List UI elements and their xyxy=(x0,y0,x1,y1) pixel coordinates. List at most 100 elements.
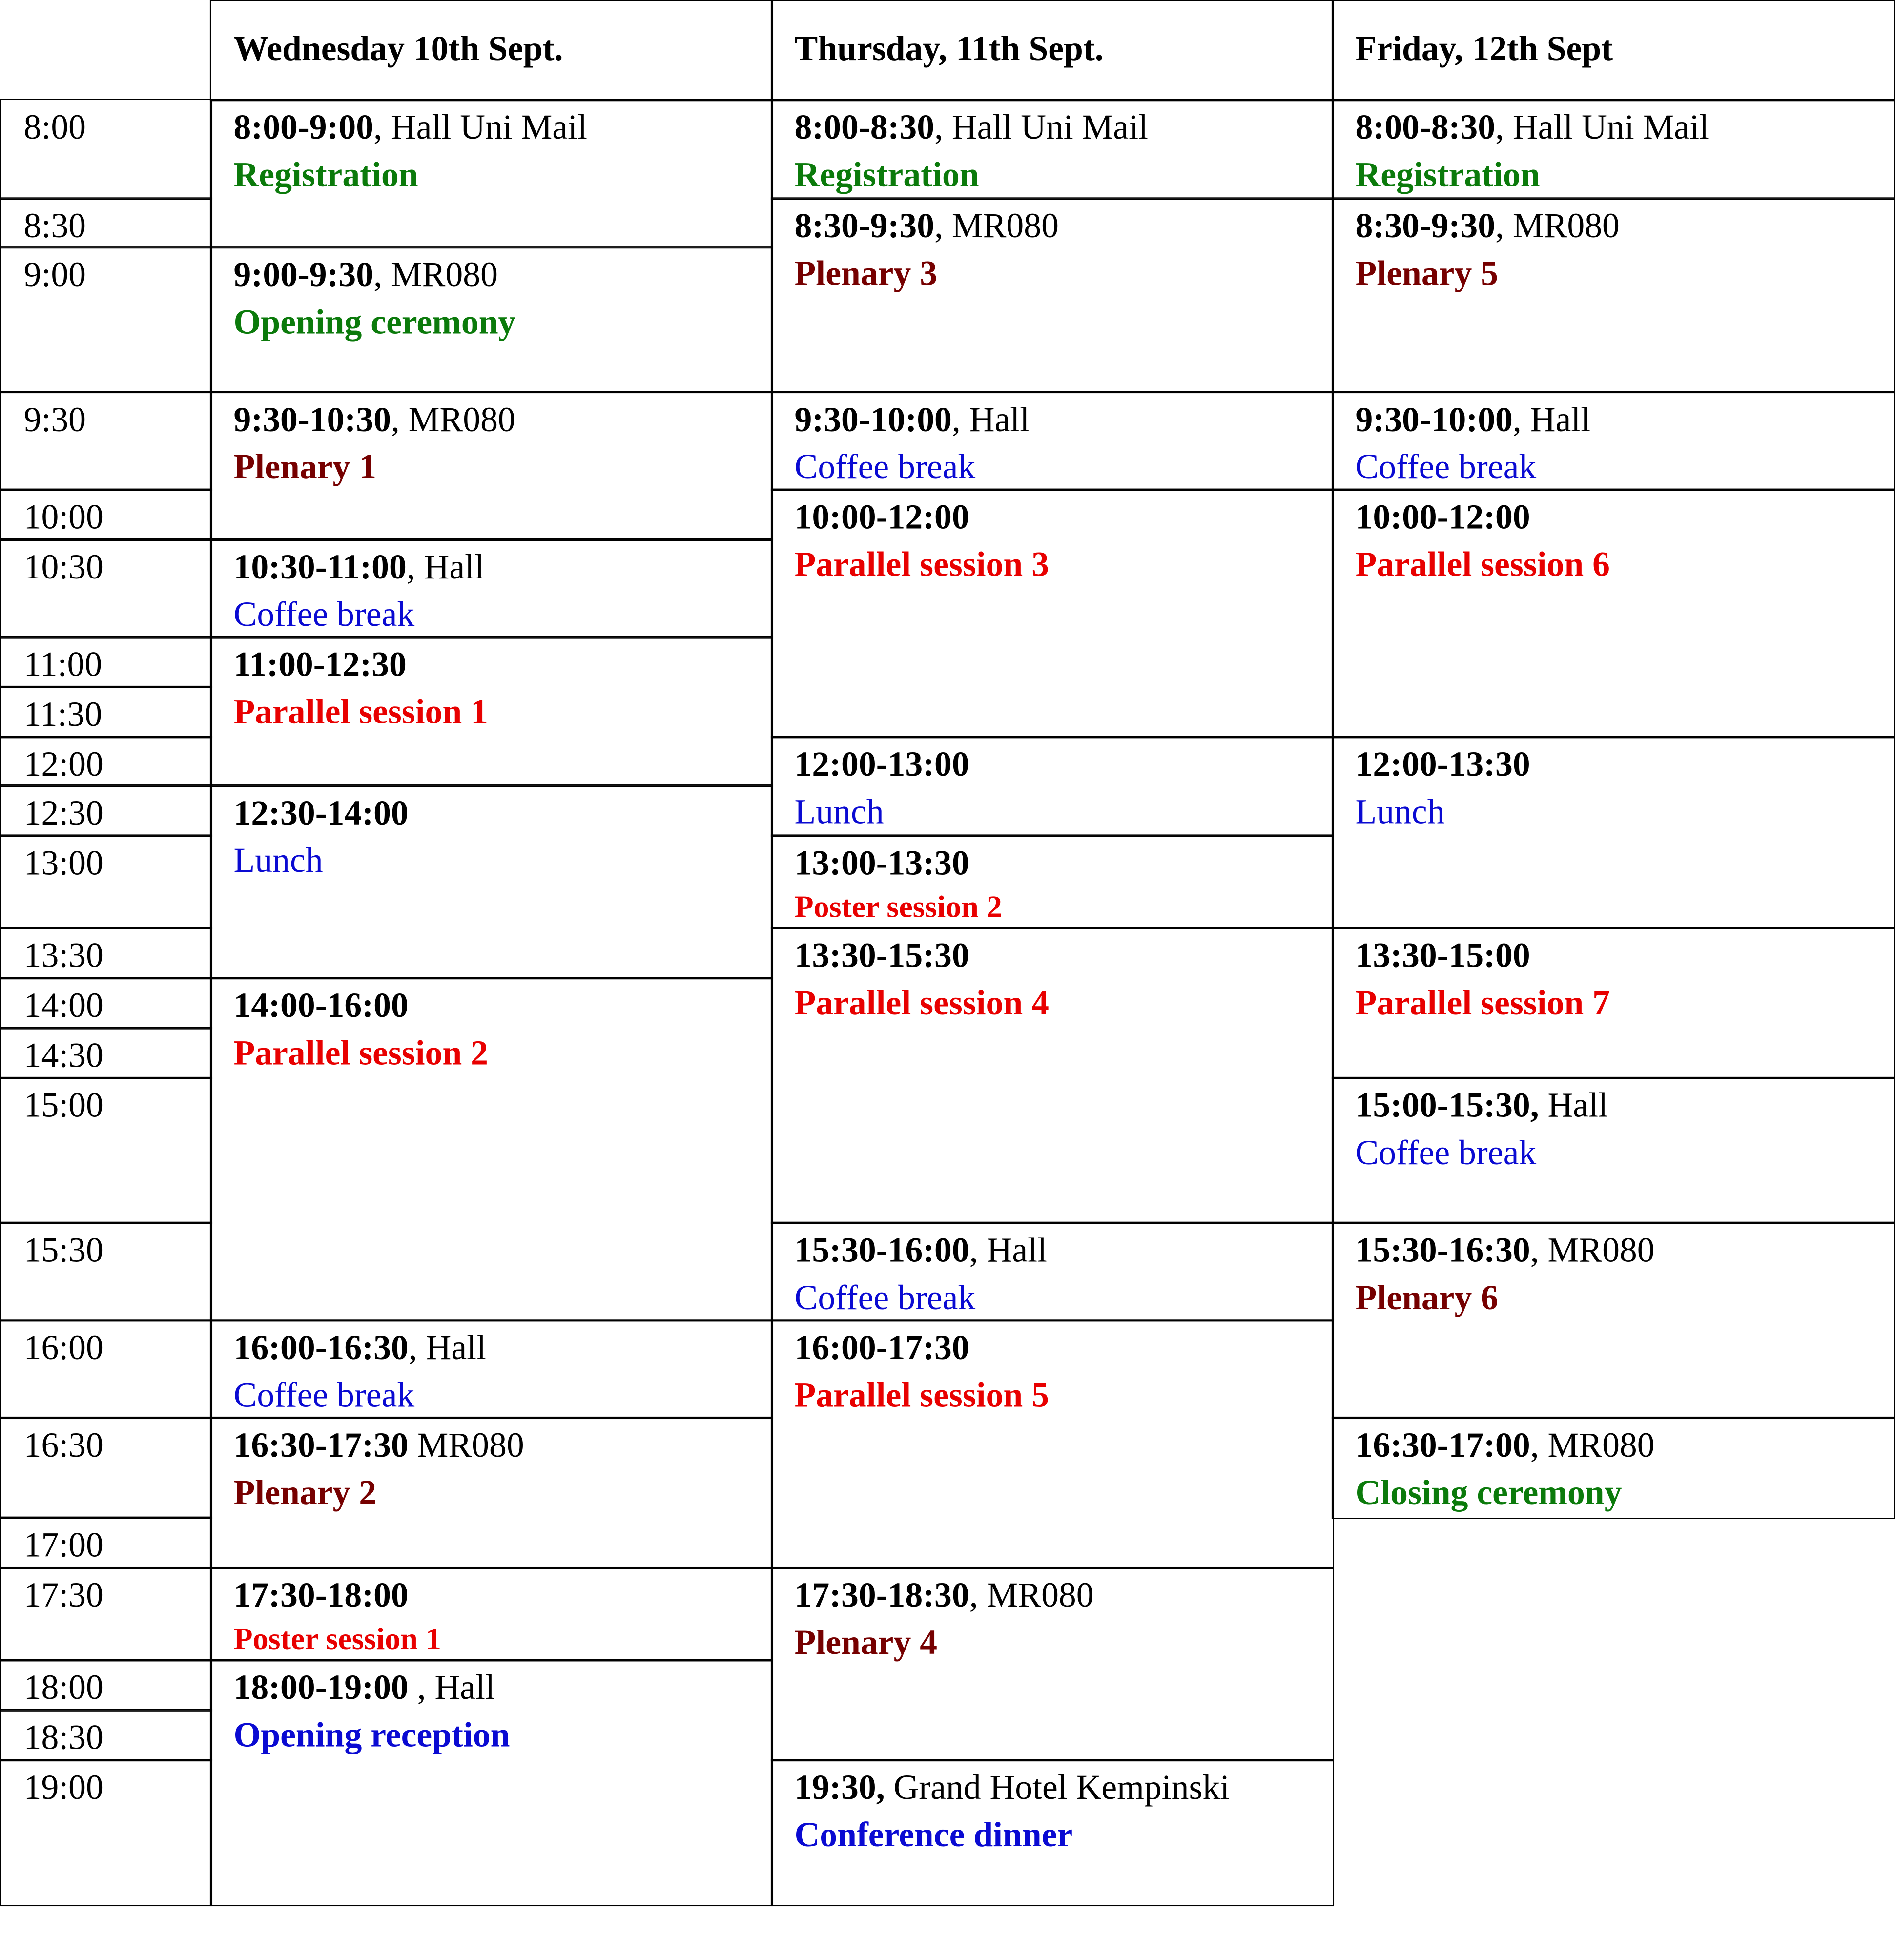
time-cell: 13:00 xyxy=(0,834,212,929)
session-title: Parallel session 3 xyxy=(794,546,1049,585)
time-label: 16:30 xyxy=(23,1426,103,1465)
day-title: Thursday, 11th Sept. xyxy=(794,30,1104,69)
session-title: Poster session 1 xyxy=(233,1623,441,1657)
session-place: , MR080 xyxy=(1530,1232,1655,1271)
session-place: , MR080 xyxy=(934,207,1059,247)
session-time: 13:30-15:00 xyxy=(1355,937,1530,976)
session-time-line: 10:00-12:00 xyxy=(795,495,1333,542)
time-label: 11:30 xyxy=(23,696,103,735)
session-title: Coffee break xyxy=(1355,1134,1537,1173)
session-title: Parallel session 7 xyxy=(1355,984,1610,1023)
session-time-line: 15:30-16:30, MR080 xyxy=(1356,1228,1894,1275)
session-cell: 17:30-18:30, MR080 Plenary 4 xyxy=(770,1566,1334,1761)
session-time: 12:00-13:00 xyxy=(794,745,969,785)
session-cell: 10:30-11:00, Hall Coffee break xyxy=(209,538,773,638)
session-title: Lunch xyxy=(1355,793,1445,832)
session-place: , MR080 xyxy=(1495,207,1620,247)
session-place: , Hall xyxy=(1512,401,1591,440)
session-time-line: 14:00-16:00 xyxy=(234,983,772,1031)
time-cell: 16:00 xyxy=(0,1319,212,1419)
time-cell: 16:30 xyxy=(0,1416,212,1519)
session-cell: 16:30-17:00, MR080 Closing ceremony xyxy=(1331,1416,1895,1519)
session-time: 8:00-8:30 xyxy=(794,108,935,147)
session-time: 15:30-16:30 xyxy=(1355,1232,1530,1271)
session-place: , MR080 xyxy=(373,256,498,295)
session-time-line: 9:30-10:00, Hall xyxy=(1356,397,1894,445)
session-cell: 8:00-9:00, Hall Uni Mail Registration xyxy=(209,99,773,248)
session-time-line: 16:30-17:30 MR080 xyxy=(234,1423,772,1470)
session-place: , Hall xyxy=(408,1669,495,1708)
session-time-line: 18:00-19:00 , Hall xyxy=(234,1665,772,1712)
time-label: 17:00 xyxy=(23,1527,103,1566)
session-title: Coffee break xyxy=(233,596,415,635)
session-time-line: 13:30-15:30 xyxy=(795,933,1333,981)
session-cell: 12:00-13:30 Lunch xyxy=(1331,736,1895,929)
session-time: 16:00-17:30 xyxy=(794,1329,969,1368)
day-header: Wednesday 10th Sept. xyxy=(209,0,773,101)
session-title: Registration xyxy=(233,156,418,195)
session-time: 15:00-15:30, xyxy=(1355,1087,1539,1126)
session-time-line: 9:00-9:30, MR080 xyxy=(234,252,772,300)
session-cell: 10:00-12:00 Parallel session 6 xyxy=(1331,488,1895,738)
session-time-line: 12:00-13:30 xyxy=(1356,742,1894,789)
session-time-line: 16:30-17:00, MR080 xyxy=(1356,1423,1894,1470)
session-cell: 19:30, Grand Hotel Kempinski Conference d… xyxy=(770,1759,1334,1906)
day-header: Friday, 12th Sept xyxy=(1331,0,1895,101)
session-time-line: 13:00-13:30 xyxy=(795,841,1333,888)
time-cell: 10:00 xyxy=(0,488,212,540)
session-time: 16:30-17:30 xyxy=(233,1426,409,1465)
session-title: Coffee break xyxy=(794,1279,976,1318)
session-time: 9:30-10:00 xyxy=(1355,401,1513,440)
time-cell: 15:30 xyxy=(0,1221,212,1321)
time-label: 13:00 xyxy=(23,844,103,884)
session-cell: 16:00-17:30 Parallel session 5 xyxy=(770,1319,1334,1568)
time-label: 11:00 xyxy=(23,646,103,685)
session-time: 16:00-16:30 xyxy=(233,1329,409,1368)
time-cell: 17:30 xyxy=(0,1566,212,1661)
time-cell: 17:00 xyxy=(0,1516,212,1568)
session-cell: 12:30-14:00 Lunch xyxy=(209,784,773,979)
session-time-line: 13:30-15:00 xyxy=(1356,933,1894,981)
session-title: Registration xyxy=(794,156,979,195)
session-title: Lunch xyxy=(794,793,884,832)
session-time-line: 9:30-10:30, MR080 xyxy=(234,397,772,445)
session-cell: 9:30-10:00, Hall Coffee break xyxy=(770,391,1334,491)
session-time: 8:30-9:30 xyxy=(794,207,935,247)
session-title: Plenary 5 xyxy=(1355,255,1499,294)
session-cell: 15:00-15:30, Hall Coffee break xyxy=(1331,1076,1895,1224)
session-cell: 16:00-16:30, Hall Coffee break xyxy=(209,1319,773,1419)
day-header: Thursday, 11th Sept. xyxy=(770,0,1334,101)
session-time-line: 17:30-18:30, MR080 xyxy=(795,1573,1333,1620)
session-time-line: 11:00-12:30 xyxy=(234,642,772,689)
session-place: , Hall xyxy=(406,548,485,587)
time-cell: 14:00 xyxy=(0,977,212,1029)
session-cell: 8:30-9:30, MR080 Plenary 3 xyxy=(770,197,1334,393)
session-place: , MR080 xyxy=(1530,1426,1655,1465)
session-place: , Hall xyxy=(969,1232,1047,1271)
session-place: MR080 xyxy=(408,1426,524,1465)
day-title: Wednesday 10th Sept. xyxy=(233,30,563,69)
session-title: Coffee break xyxy=(794,448,976,488)
session-title: Parallel session 6 xyxy=(1355,546,1610,585)
session-cell: 9:00-9:30, MR080 Opening ceremony xyxy=(209,246,773,393)
session-time: 10:00-12:00 xyxy=(1355,498,1530,537)
session-title: Parallel session 1 xyxy=(233,693,488,732)
time-label: 8:00 xyxy=(23,108,86,147)
time-label: 14:00 xyxy=(23,987,103,1026)
session-cell: 9:30-10:00, Hall Coffee break xyxy=(1331,391,1895,491)
time-label: 14:30 xyxy=(23,1036,103,1076)
time-cell: 19:00 xyxy=(0,1759,212,1906)
time-cell: 11:00 xyxy=(0,636,212,688)
session-time-line: 16:00-17:30 xyxy=(795,1325,1333,1373)
session-time: 11:00-12:30 xyxy=(233,646,407,685)
session-place: , MR080 xyxy=(391,401,515,440)
session-time: 10:30-11:00 xyxy=(233,548,407,587)
session-time: 17:30-18:30 xyxy=(794,1576,969,1615)
session-time-line: 12:00-13:00 xyxy=(795,742,1333,789)
time-label: 13:30 xyxy=(23,937,103,976)
session-title: Parallel session 4 xyxy=(794,984,1049,1023)
session-cell: 15:30-16:00, Hall Coffee break xyxy=(770,1221,1334,1321)
session-cell: 15:30-16:30, MR080 Plenary 6 xyxy=(1331,1221,1895,1419)
session-time: 9:30-10:00 xyxy=(794,401,952,440)
session-cell: 11:00-12:30 Parallel session 1 xyxy=(209,636,773,786)
